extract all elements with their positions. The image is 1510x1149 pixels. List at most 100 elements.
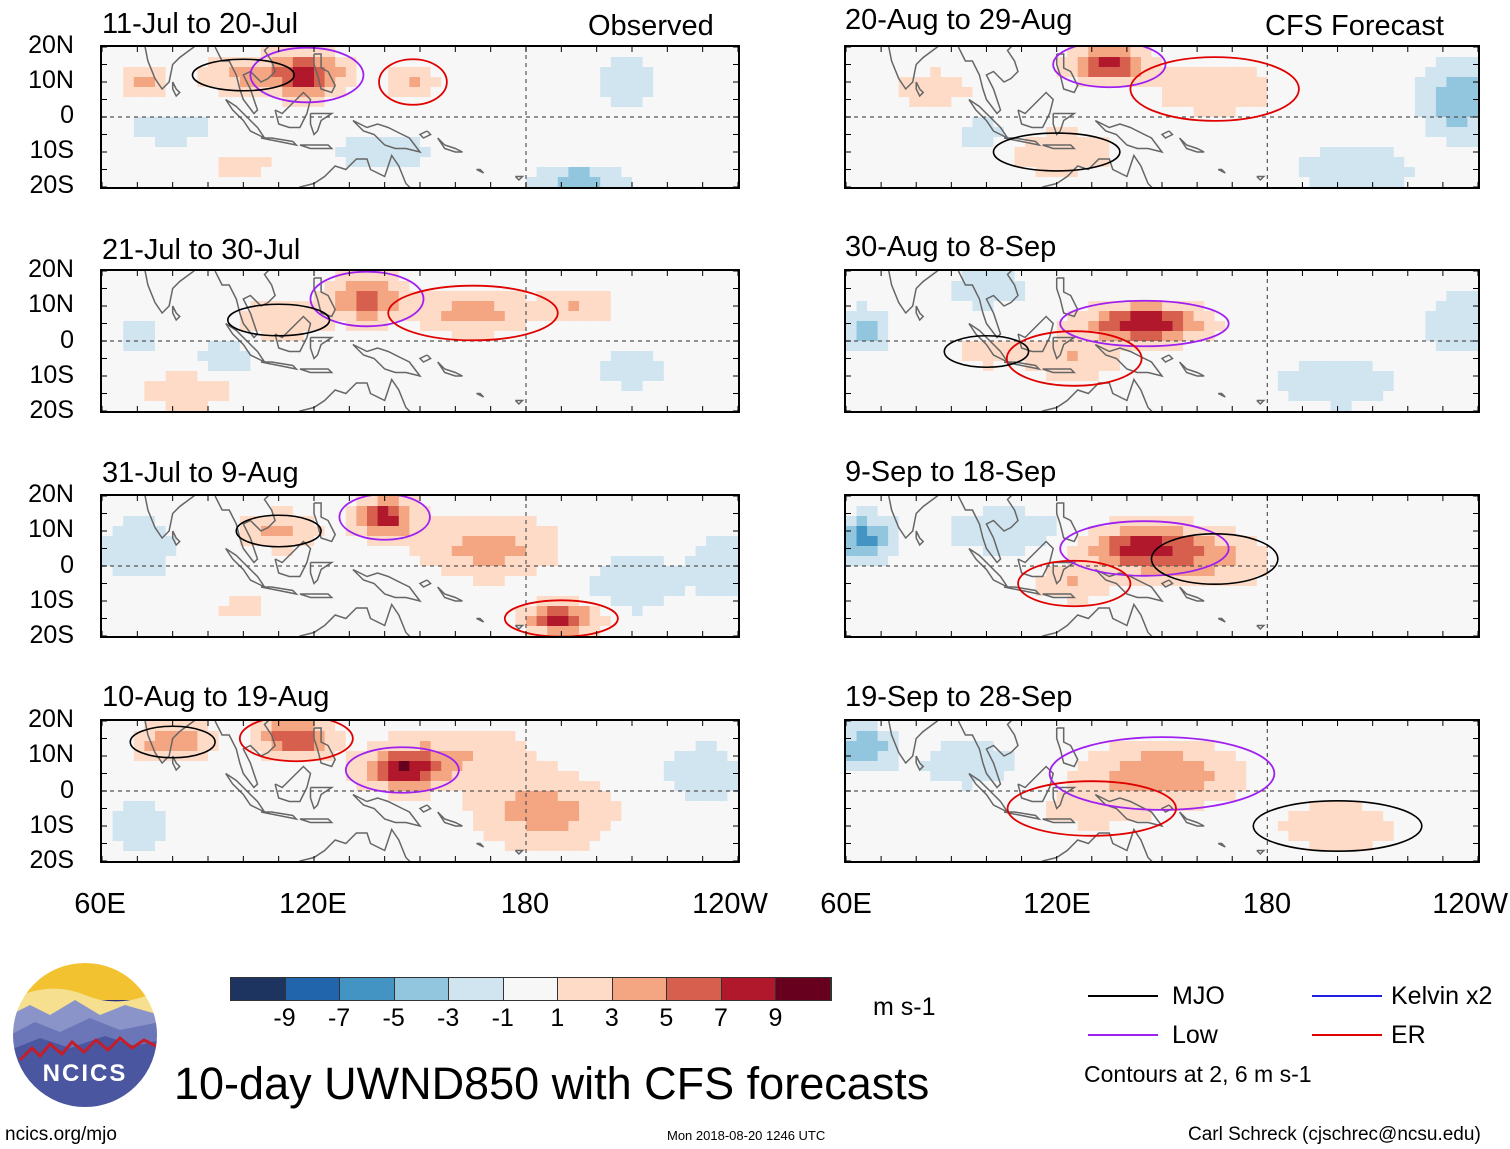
field-cell [674,371,686,382]
field-cell [1330,97,1342,108]
field-cell [176,167,188,178]
field-cell [1077,147,1089,158]
field-cell [282,67,294,78]
field-cell [483,167,495,178]
field-cell [324,791,336,802]
field-cell [568,751,580,762]
field-cell [261,107,273,118]
field-cell [483,811,495,822]
field-cell [589,791,601,802]
field-cell [632,791,644,802]
field-cell [610,117,622,128]
field-cell [1130,351,1142,362]
field-cell [483,771,495,782]
field-cell [165,47,177,58]
field-cell [462,291,474,302]
field-cell [208,77,220,88]
field-cell [282,301,294,312]
field-cell [504,177,516,187]
field-cell [536,546,548,557]
field-cell [1088,67,1100,78]
field-cell [462,391,474,402]
field-cell [186,606,198,617]
field-cell [356,381,368,392]
field-cell [930,117,942,128]
field-cell [208,127,220,138]
field-cell [197,107,209,118]
field-cell [398,117,410,128]
field-cell [621,177,633,187]
field-cell [632,801,644,812]
field-cell [1067,47,1079,58]
field-cell [1298,127,1310,138]
field-cell [632,351,644,362]
field-cell [261,616,273,627]
field-cell [867,311,879,322]
field-cell [1119,401,1131,411]
field-cell [123,371,135,382]
field-cell [674,626,686,636]
field-cell [102,47,114,58]
field-cell [218,391,230,402]
field-cell [589,57,601,68]
field-cell [589,741,601,752]
field-cell [261,781,273,792]
field-cell [345,751,357,762]
field-cell [473,586,485,597]
field-cell [345,506,357,517]
field-cell [653,781,665,792]
field-cell [462,781,474,792]
field-cell [621,781,633,792]
field-cell [388,576,400,587]
field-cell [1456,177,1468,187]
field-cell [1109,321,1121,332]
field-cell [504,586,516,597]
field-cell [1320,137,1332,148]
field-cell [218,147,230,158]
field-cell [377,576,389,587]
field-cell [727,67,738,78]
field-cell [940,361,952,372]
field-cell [155,117,167,128]
field-cell [239,721,251,732]
field-cell [1088,341,1100,352]
field-cell [515,137,527,148]
field-cell [314,831,326,842]
field-cell [547,496,559,507]
field-cell [282,626,294,636]
field-cell [1267,157,1279,168]
field-cell [685,586,697,597]
field-cell [940,57,952,68]
field-cell [972,117,984,128]
field-cell [409,801,421,812]
field-cell [1277,57,1289,68]
field-cell [716,761,728,772]
field-cell [367,536,379,547]
field-cell [282,741,294,752]
field-cell [229,536,241,547]
field-cell [695,506,707,517]
field-cell [367,137,379,148]
field-cell [367,831,379,842]
field-cell [1467,57,1478,68]
field-cell [409,77,421,88]
field-cell [846,401,858,411]
field-cell [165,321,177,332]
field-cell [610,606,622,617]
field-cell [197,57,209,68]
field-cell [653,291,665,302]
field-cell [462,167,474,178]
field-cell [526,281,538,292]
field-cell [877,97,889,108]
field-cell [473,311,485,322]
field-cell [420,761,432,772]
field-cell [1130,57,1142,68]
field-cell [398,331,410,342]
field-cell [621,576,633,587]
field-cell [282,731,294,742]
field-cell [303,311,315,322]
field-cell [1225,137,1237,148]
field-cell [898,147,910,158]
field-cell [261,556,273,567]
field-cell [102,87,114,98]
